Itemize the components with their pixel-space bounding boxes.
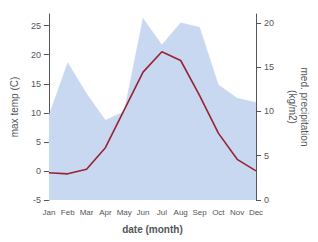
svg-text:med. precipitation: med. precipitation <box>299 68 310 147</box>
svg-text:5: 5 <box>264 151 269 161</box>
svg-text:20: 20 <box>264 18 274 28</box>
svg-text:0: 0 <box>36 166 41 176</box>
svg-text:Dec: Dec <box>249 208 263 217</box>
svg-text:Jan: Jan <box>42 208 55 217</box>
svg-text:5: 5 <box>36 137 41 147</box>
svg-text:(kg/m2): (kg/m2) <box>287 90 298 124</box>
svg-text:Jun: Jun <box>137 208 150 217</box>
svg-text:max temp (C): max temp (C) <box>9 77 20 138</box>
svg-text:May: May <box>117 208 132 217</box>
svg-text:Mar: Mar <box>80 208 94 217</box>
svg-text:15: 15 <box>264 62 274 72</box>
svg-text:20: 20 <box>31 50 41 60</box>
svg-text:10: 10 <box>264 106 274 116</box>
svg-text:Sep: Sep <box>192 208 207 217</box>
svg-text:15: 15 <box>31 79 41 89</box>
svg-text:Apr: Apr <box>99 208 112 217</box>
svg-text:Oct: Oct <box>212 208 225 217</box>
svg-text:0: 0 <box>264 195 269 205</box>
svg-text:10: 10 <box>31 108 41 118</box>
svg-text:Feb: Feb <box>61 208 75 217</box>
svg-text:25: 25 <box>31 21 41 31</box>
svg-text:-5: -5 <box>33 195 41 205</box>
svg-text:date (month): date (month) <box>122 224 183 235</box>
svg-text:Jul: Jul <box>157 208 167 217</box>
svg-text:Aug: Aug <box>174 208 188 217</box>
svg-text:Nov: Nov <box>230 208 244 217</box>
